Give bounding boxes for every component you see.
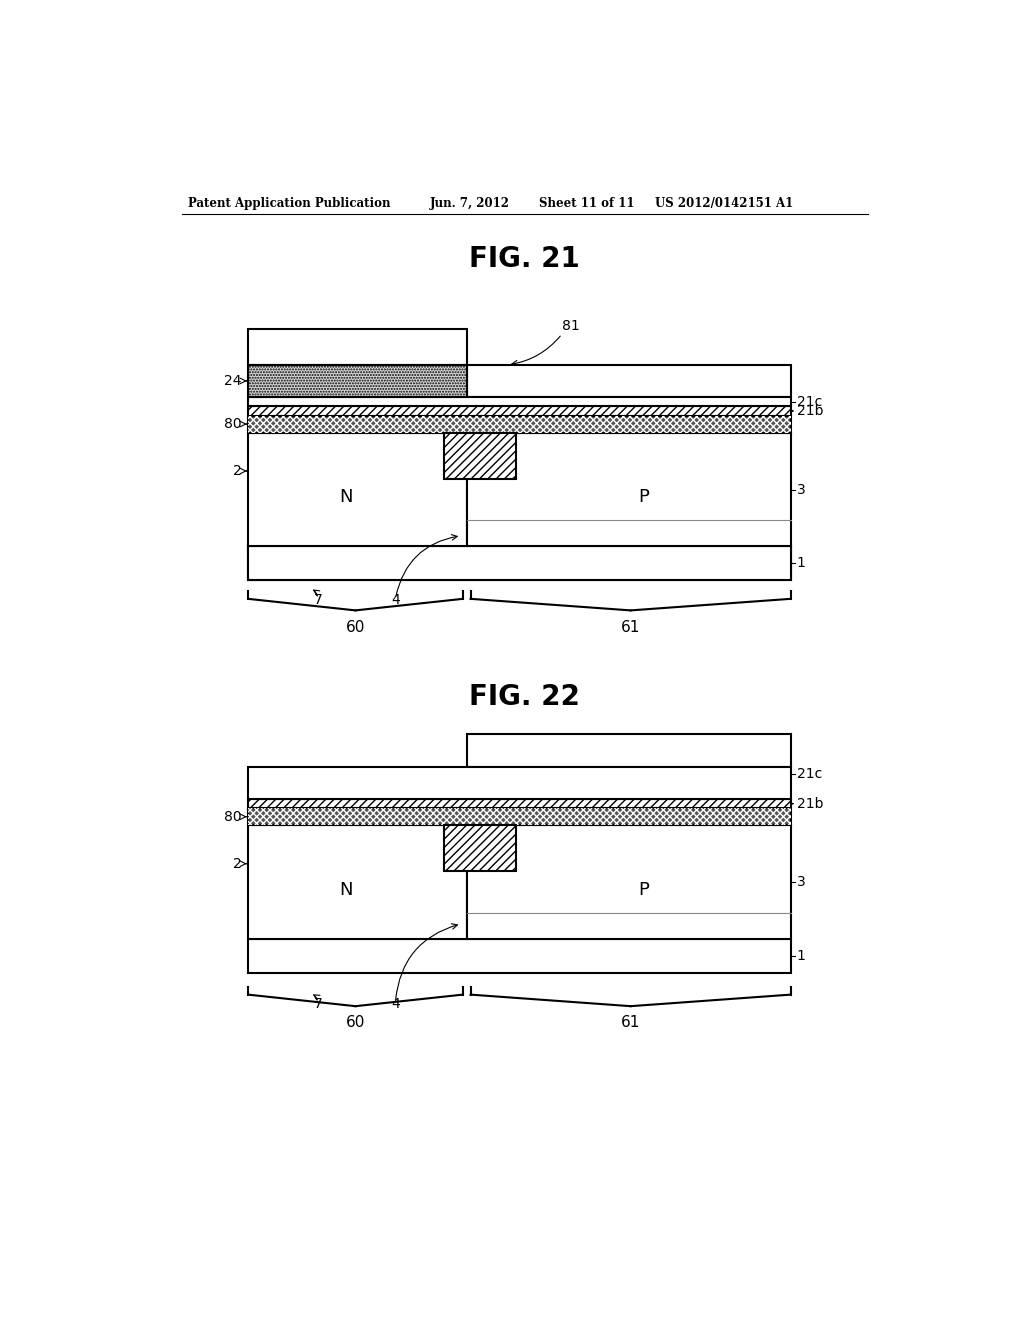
Bar [248,397,791,407]
Text: 81: 81 [562,319,581,333]
Text: 4: 4 [391,594,399,607]
Text: 1: 1 [797,949,806,964]
Bar [248,808,791,825]
Text: 7: 7 [313,594,323,607]
Bar [467,825,791,940]
Bar [444,825,515,871]
Text: Jun. 7, 2012: Jun. 7, 2012 [430,197,510,210]
Bar [248,825,467,940]
Text: 21b: 21b [797,404,823,418]
Text: P: P [639,488,649,506]
Text: 24: 24 [224,374,242,388]
Bar [248,416,791,433]
Text: 2: 2 [233,857,242,871]
Text: FIG. 22: FIG. 22 [469,684,581,711]
Text: 21b: 21b [797,797,823,810]
Bar [248,407,791,416]
Bar [248,546,791,581]
Text: US 2012/0142151 A1: US 2012/0142151 A1 [655,197,794,210]
Text: 1: 1 [797,557,806,570]
Text: P: P [639,880,649,899]
Text: 60: 60 [346,619,366,635]
Text: 60: 60 [346,1015,366,1031]
Bar [467,734,791,767]
Text: 61: 61 [621,619,640,635]
Text: FIG. 21: FIG. 21 [469,244,581,272]
Bar [444,433,515,479]
Text: 3: 3 [797,483,806,496]
Bar [467,433,791,546]
Bar [248,808,791,825]
Bar [248,364,467,397]
Text: 21c: 21c [797,395,822,409]
Text: 80: 80 [224,809,242,824]
Bar [248,330,467,364]
Bar [248,416,791,433]
Text: 21c: 21c [797,767,822,781]
Text: 61: 61 [621,1015,640,1031]
Text: N: N [339,880,352,899]
Bar [248,799,791,808]
Text: N: N [339,488,352,506]
Text: 4: 4 [391,997,399,1011]
Bar [248,940,791,973]
Text: 7: 7 [313,997,323,1011]
Text: Patent Application Publication: Patent Application Publication [188,197,391,210]
Bar [248,767,791,799]
Text: 81: 81 [562,733,581,747]
Text: 3: 3 [797,875,806,890]
Bar [467,364,791,397]
Bar [248,546,791,581]
Text: 2: 2 [233,465,242,478]
Text: Sheet 11 of 11: Sheet 11 of 11 [539,197,634,210]
Bar [248,433,467,546]
Text: 80: 80 [224,417,242,432]
